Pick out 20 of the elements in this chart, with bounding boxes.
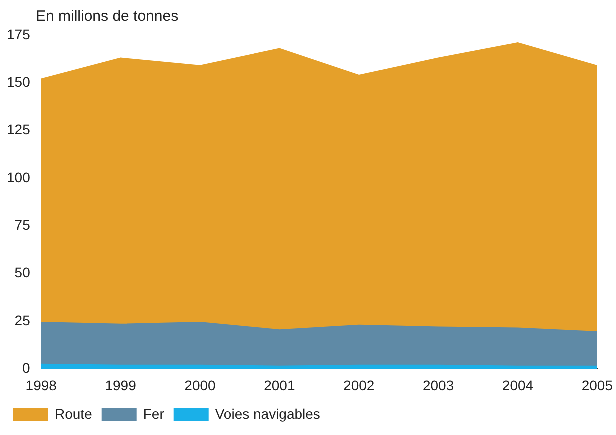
y-tick-label: 175 bbox=[7, 26, 31, 42]
legend-label: Fer bbox=[143, 406, 165, 422]
y-tick-label: 25 bbox=[14, 312, 31, 328]
y-axis-title: En millions de tonnes bbox=[36, 8, 179, 25]
x-tick-label: 2002 bbox=[344, 377, 375, 394]
legend-label: Route bbox=[55, 406, 93, 422]
x-tick-label: 2000 bbox=[184, 377, 216, 394]
x-tick-label: 2003 bbox=[422, 377, 454, 394]
y-tick-label: 150 bbox=[7, 74, 31, 90]
y-tick-label: 100 bbox=[7, 169, 31, 186]
x-tick-label: 1999 bbox=[105, 377, 137, 394]
x-tick-label: 2004 bbox=[502, 377, 534, 394]
y-tick-label: 50 bbox=[14, 264, 31, 281]
x-tick-label: 1998 bbox=[26, 377, 58, 394]
y-tick-label: 0 bbox=[22, 360, 31, 376]
x-tick-label: 2001 bbox=[264, 377, 296, 394]
x-tick-label: 2005 bbox=[582, 377, 614, 394]
legend-label: Voies navigables bbox=[215, 406, 320, 422]
y-tick-label: 75 bbox=[14, 217, 31, 233]
y-tick-label: 125 bbox=[7, 122, 31, 138]
